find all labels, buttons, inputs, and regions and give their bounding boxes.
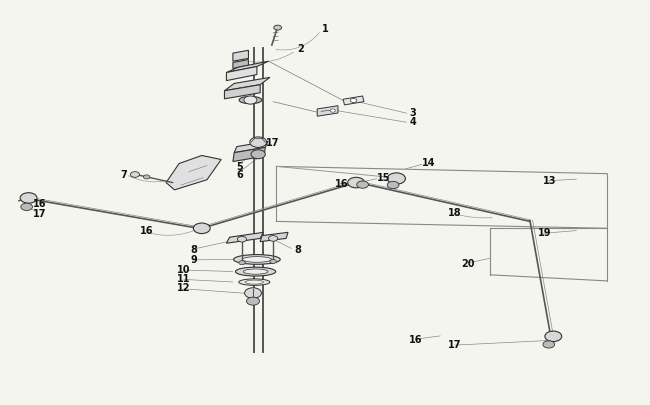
Circle shape [239,261,245,265]
Circle shape [348,178,365,188]
Text: 12: 12 [177,283,190,293]
Text: 4: 4 [410,117,417,127]
Text: 2: 2 [297,44,304,54]
Polygon shape [224,78,270,92]
Text: 16: 16 [335,178,348,188]
Circle shape [21,204,32,211]
Polygon shape [343,97,364,106]
Ellipse shape [235,267,276,276]
Polygon shape [260,233,288,242]
Text: 16: 16 [140,226,153,236]
Circle shape [543,341,554,348]
Ellipse shape [233,255,280,264]
Text: 17: 17 [33,208,46,218]
Text: 6: 6 [236,169,242,179]
Circle shape [330,110,335,113]
Text: 19: 19 [538,228,551,238]
Circle shape [244,97,257,105]
Text: 11: 11 [177,273,190,283]
Text: 7: 7 [120,169,127,179]
Circle shape [251,150,265,159]
Circle shape [144,175,150,179]
Circle shape [387,173,406,185]
Text: 5: 5 [236,161,242,171]
Text: 8: 8 [190,244,198,254]
Text: 16: 16 [409,334,423,344]
Circle shape [268,236,278,242]
Polygon shape [233,148,265,162]
Circle shape [357,181,369,189]
Polygon shape [226,67,257,81]
Circle shape [250,138,266,148]
Text: 14: 14 [422,158,436,168]
Circle shape [274,26,281,31]
Polygon shape [233,51,248,62]
Text: 20: 20 [461,258,474,268]
Text: 16: 16 [33,198,46,208]
Ellipse shape [239,279,270,286]
Ellipse shape [242,257,272,262]
Circle shape [193,224,210,234]
Circle shape [270,260,276,264]
Polygon shape [224,85,260,100]
Polygon shape [317,107,338,117]
Circle shape [237,237,246,243]
Text: 18: 18 [448,208,462,217]
Circle shape [244,288,261,298]
Text: 1: 1 [322,24,328,34]
Circle shape [545,331,562,342]
Polygon shape [234,142,268,153]
Text: 8: 8 [294,244,301,254]
Ellipse shape [239,97,262,104]
Ellipse shape [245,280,263,284]
Ellipse shape [243,269,268,275]
Circle shape [350,99,357,103]
Circle shape [387,182,399,189]
Circle shape [246,297,259,305]
Text: 13: 13 [543,175,556,185]
Text: 3: 3 [410,108,417,118]
Polygon shape [226,233,263,244]
Polygon shape [233,60,248,69]
Polygon shape [166,156,221,190]
Circle shape [131,172,140,178]
Text: 17: 17 [448,339,462,350]
Text: 9: 9 [190,254,198,264]
Text: 17: 17 [266,138,280,148]
Circle shape [20,193,37,204]
Text: 10: 10 [177,264,190,274]
Text: 15: 15 [376,173,390,183]
Polygon shape [226,62,268,73]
